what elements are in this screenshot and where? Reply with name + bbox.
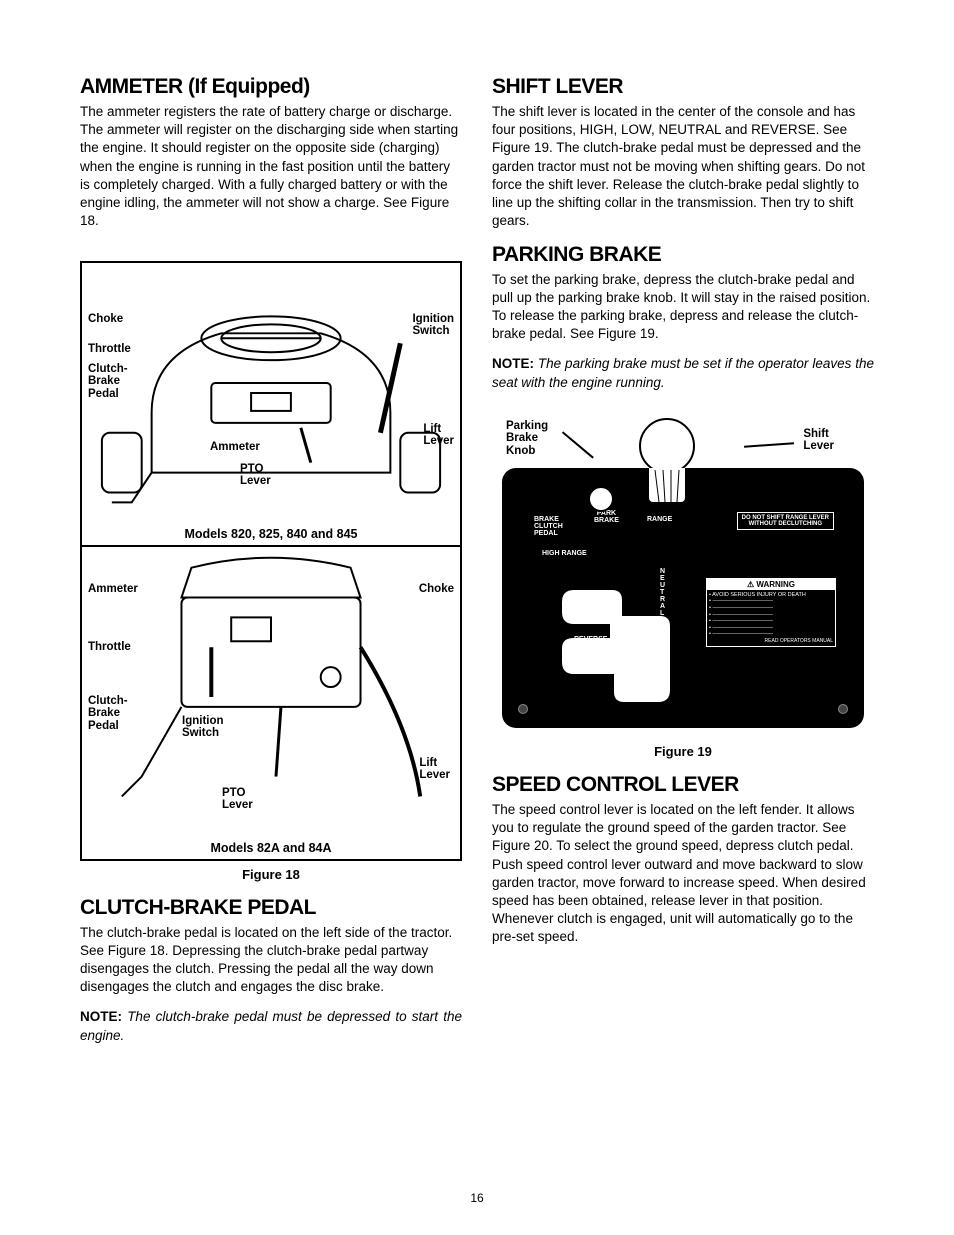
speed-body: The speed control lever is located on th… [492,801,874,947]
shift-body: The shift lever is located in the center… [492,103,874,231]
figure-18-top-models: Models 820, 825, 840 and 845 [82,523,460,545]
panel-reverse: REVERSE [574,636,607,643]
label-ignition: IgnitionSwitch [412,313,454,338]
figure-18-top-diagram: Choke IgnitionSwitch Throttle Clutch-Bra… [82,263,460,523]
label-ammeter: Ammeter [210,441,260,454]
figure-18-bottom-models: Models 82A and 84A [82,837,460,859]
panel-do-not: DO NOT SHIFT RANGE LEVERWITHOUT DECLUTCH… [737,512,834,530]
label2-ignition: IgnitionSwitch [182,715,224,740]
warning-box: ⚠ WARNING • AVOID SERIOUS INJURY OR DEAT… [706,578,836,647]
screw-right [838,704,848,714]
warning-header: ⚠ WARNING [707,579,835,590]
parking-heading: PARKING BRAKE [492,243,874,267]
label-clutch: Clutch-BrakePedal [88,363,128,401]
clutch-heading: CLUTCH-BRAKE PEDAL [80,896,462,920]
figure-18: Choke IgnitionSwitch Throttle Clutch-Bra… [80,261,462,861]
console-panel: BRAKECLUTCHPEDAL PARKBRAKE HIGH RANGE RA… [502,468,864,728]
parking-note: NOTE: The parking brake must be set if t… [492,355,874,391]
ammeter-heading: AMMETER (If Equipped) [80,75,462,99]
speed-heading: SPEED CONTROL LEVER [492,773,874,797]
clutch-note-label: NOTE: [80,1009,122,1024]
parking-body: To set the parking brake, depress the cl… [492,271,874,344]
panel-park-brake: PARKBRAKE [594,510,619,524]
clutch-note-body: The clutch-brake pedal must be depressed… [80,1009,462,1042]
arrow-pbrake [562,431,594,458]
panel-range: RANGE [647,516,672,523]
figure-19: ParkingBrakeKnob ShiftLever BRAKECLUTCHP… [492,418,874,738]
label2-lift: LiftLever [419,757,450,782]
tractor-top-svg [82,263,460,523]
label2-throttle: Throttle [88,641,131,654]
parking-note-label: NOTE: [492,356,534,371]
screw-left [518,704,528,714]
panel-brake-clutch: BRAKECLUTCHPEDAL [534,516,563,537]
figure-18-bottom-diagram: Ammeter Choke Throttle Clutch-BrakePedal… [82,547,460,837]
label-parking-knob: ParkingBrakeKnob [506,420,548,458]
clutch-body: The clutch-brake pedal is located on the… [80,924,462,997]
figure-18-caption: Figure 18 [80,867,462,882]
label2-ammeter: Ammeter [88,583,138,596]
arrow-shift [744,442,794,447]
label-choke: Choke [88,313,123,326]
ammeter-body: The ammeter registers the rate of batter… [80,103,462,231]
label2-clutch: Clutch-BrakePedal [88,695,128,733]
label-shift-lever: ShiftLever [803,428,834,453]
page-number: 16 [0,1191,954,1205]
clutch-note: NOTE: The clutch-brake pedal must be dep… [80,1008,462,1044]
label-lift: LiftLever [423,423,454,448]
label2-pto: PTOLever [222,787,253,812]
label-pto: PTOLever [240,463,271,488]
parking-note-body: The parking brake must be set if the ope… [492,356,874,389]
figure-19-caption: Figure 19 [492,744,874,759]
shift-knob [632,418,702,488]
panel-high: HIGH RANGE [542,550,587,557]
label2-choke: Choke [419,583,454,596]
shift-heading: SHIFT LEVER [492,75,874,99]
parking-brake-knob [588,486,614,512]
panel-neutral: NEUTRAL [660,568,665,617]
warning-lines: • AVOID SERIOUS INJURY OR DEATH• ———————… [709,592,833,638]
tractor-bottom-svg [82,547,460,837]
label-throttle: Throttle [88,343,131,356]
